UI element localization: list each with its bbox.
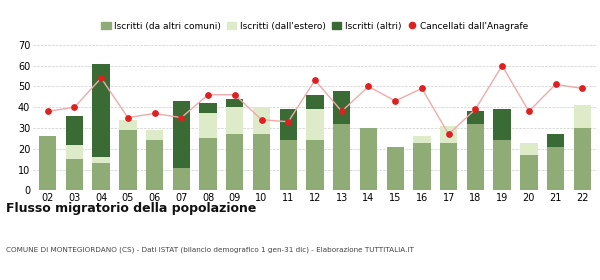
Bar — [199, 113, 217, 138]
Bar — [307, 141, 323, 190]
Bar — [360, 128, 377, 190]
Bar — [146, 141, 163, 190]
Bar — [66, 116, 83, 145]
Point — [203, 92, 213, 97]
Text: COMUNE DI MONTEGIORDANO (CS) - Dati ISTAT (bilancio demografico 1 gen-31 dic) - : COMUNE DI MONTEGIORDANO (CS) - Dati ISTA… — [6, 246, 414, 253]
Bar — [493, 109, 511, 141]
Bar — [440, 143, 457, 190]
Point — [417, 86, 427, 91]
Point — [551, 82, 560, 87]
Bar — [333, 124, 350, 190]
Legend: Iscritti (da altri comuni), Iscritti (dall'estero), Iscritti (altri), Cancellati: Iscritti (da altri comuni), Iscritti (da… — [98, 18, 532, 34]
Point — [337, 109, 347, 114]
Bar — [92, 64, 110, 157]
Point — [257, 117, 266, 122]
Bar — [173, 167, 190, 190]
Bar — [547, 134, 564, 147]
Bar — [199, 138, 217, 190]
Bar — [413, 136, 431, 143]
Bar — [92, 157, 110, 163]
Bar — [467, 111, 484, 124]
Bar — [307, 109, 323, 141]
Bar — [226, 134, 244, 190]
Bar — [307, 95, 323, 109]
Point — [444, 132, 454, 136]
Bar — [574, 105, 591, 128]
Bar — [280, 109, 297, 141]
Point — [470, 107, 480, 111]
Bar — [119, 130, 137, 190]
Bar — [253, 134, 270, 190]
Bar — [386, 147, 404, 190]
Bar — [467, 124, 484, 190]
Bar — [520, 155, 538, 190]
Point — [97, 76, 106, 80]
Point — [577, 86, 587, 91]
Bar — [226, 99, 244, 107]
Bar — [493, 141, 511, 190]
Bar — [520, 143, 538, 155]
Point — [283, 120, 293, 124]
Bar — [199, 103, 217, 113]
Point — [230, 92, 239, 97]
Point — [123, 115, 133, 120]
Bar — [66, 159, 83, 190]
Bar — [280, 141, 297, 190]
Point — [176, 115, 186, 120]
Text: Flusso migratorio della popolazione: Flusso migratorio della popolazione — [6, 202, 256, 214]
Bar — [146, 130, 163, 141]
Point — [524, 109, 533, 114]
Bar — [226, 107, 244, 134]
Bar — [39, 136, 56, 190]
Bar — [92, 163, 110, 190]
Bar — [66, 145, 83, 159]
Bar — [253, 107, 270, 134]
Bar — [440, 126, 457, 143]
Bar — [173, 101, 190, 167]
Bar — [333, 90, 350, 124]
Point — [310, 78, 320, 82]
Point — [43, 109, 53, 114]
Bar — [574, 128, 591, 190]
Point — [497, 63, 507, 68]
Bar — [547, 147, 564, 190]
Point — [150, 111, 160, 116]
Point — [391, 99, 400, 103]
Point — [70, 105, 79, 109]
Point — [364, 84, 373, 89]
Bar — [119, 120, 137, 130]
Bar — [413, 143, 431, 190]
